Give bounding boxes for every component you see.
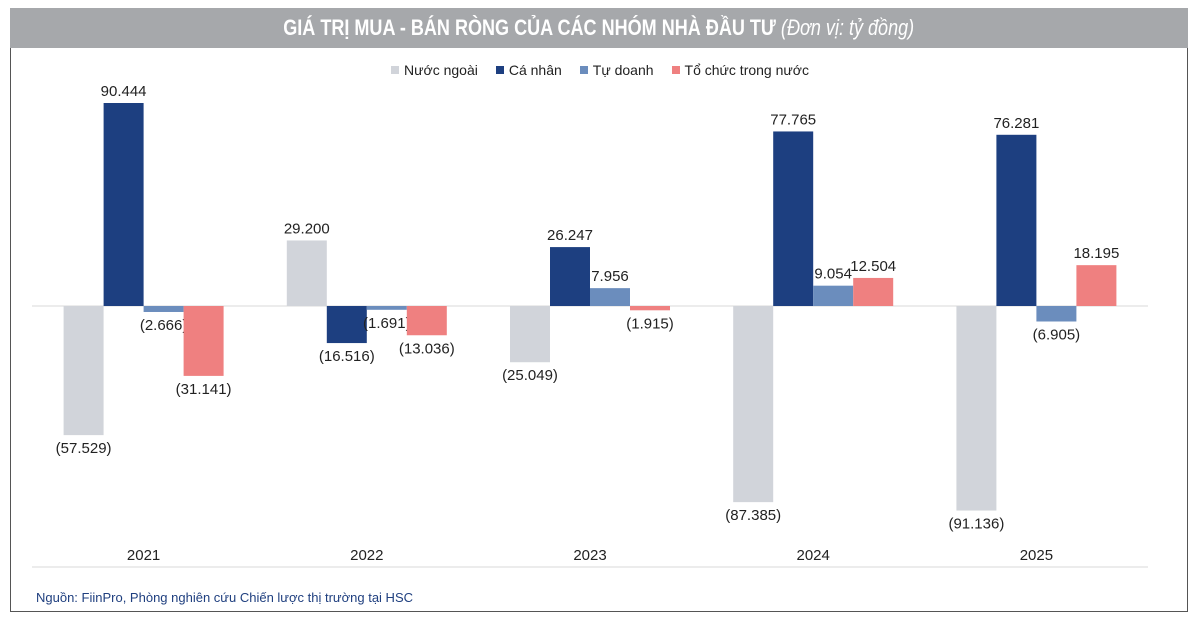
legend-swatch (495, 66, 504, 74)
data-label: 7.956 (591, 268, 629, 285)
data-label: 29.200 (284, 220, 330, 237)
bar (813, 285, 854, 306)
bar (103, 103, 144, 306)
source-note: Nguồn: FiinPro, Phòng nghiên cứu Chiến l… (36, 590, 414, 605)
legend-swatch (391, 66, 400, 74)
data-label: 9.054 (814, 266, 852, 283)
bar (1036, 306, 1077, 322)
legend: Nước ngoài Cá nhân Tự doanh Tổ chức trong n… (0, 62, 1200, 78)
data-label: (1.915) (626, 315, 674, 332)
x-tick-label: 2022 (350, 547, 383, 564)
bar (630, 306, 670, 311)
legend-item: Tổ chức trong nước (671, 62, 809, 78)
data-label: (87.385) (725, 507, 781, 524)
legend-item: Tự doanh (579, 62, 654, 78)
legend-swatch (671, 66, 680, 74)
legend-label: Cá nhân (508, 62, 562, 78)
legend-item: Nước ngoài (391, 62, 478, 78)
bar (326, 306, 367, 344)
x-tick-label: 2021 (127, 547, 160, 564)
bar (510, 306, 550, 363)
data-label: (6.905) (1033, 326, 1081, 343)
bar (733, 306, 774, 503)
data-label: (91.136) (948, 516, 1004, 533)
data-label: 18.195 (1073, 245, 1119, 262)
data-label: (57.529) (56, 440, 112, 457)
bar (1076, 265, 1117, 306)
legend-swatch (579, 66, 588, 74)
bar (956, 306, 997, 511)
x-tick-label: 2024 (797, 547, 830, 564)
data-label: (2.666) (140, 317, 188, 334)
data-label: 26.247 (547, 227, 593, 244)
data-label: 12.504 (850, 258, 896, 275)
bar (590, 288, 630, 306)
data-label: (25.049) (502, 367, 558, 384)
bar (773, 131, 814, 306)
bar (550, 247, 590, 306)
data-label: (31.141) (176, 381, 232, 398)
bar (286, 240, 327, 306)
bar (996, 134, 1037, 306)
x-tick-label: 2025 (1020, 547, 1053, 564)
bar (406, 306, 447, 336)
data-label: (1.691) (363, 315, 411, 332)
title-unit: (Đơn vị: tỷ đồng) (781, 15, 915, 40)
bar (183, 306, 224, 376)
data-label: 77.765 (770, 111, 816, 128)
data-label: 76.281 (993, 115, 1039, 132)
legend-label: Tổ chức trong nước (684, 62, 809, 78)
bar (143, 306, 184, 312)
legend-label: Nước ngoài (404, 62, 478, 78)
x-tick-label: 2023 (573, 547, 606, 564)
title-text: GIÁ TRỊ MUA - BÁN RÒNG CỦA CÁC NHÓM NHÀ … (283, 15, 777, 40)
bar (853, 277, 894, 306)
legend-item: Cá nhân (495, 62, 562, 78)
bar (366, 306, 407, 310)
chart-title: GIÁ TRỊ MUA - BÁN RÒNG CỦA CÁC NHÓM NHÀ … (284, 15, 915, 41)
legend-label: Tự doanh (592, 62, 654, 78)
chart-header: GIÁ TRỊ MUA - BÁN RÒNG CỦA CÁC NHÓM NHÀ … (10, 8, 1188, 48)
data-label: 90.444 (101, 83, 147, 100)
bar (63, 306, 104, 436)
data-label: (16.516) (319, 348, 375, 365)
data-label: (13.036) (399, 340, 455, 357)
